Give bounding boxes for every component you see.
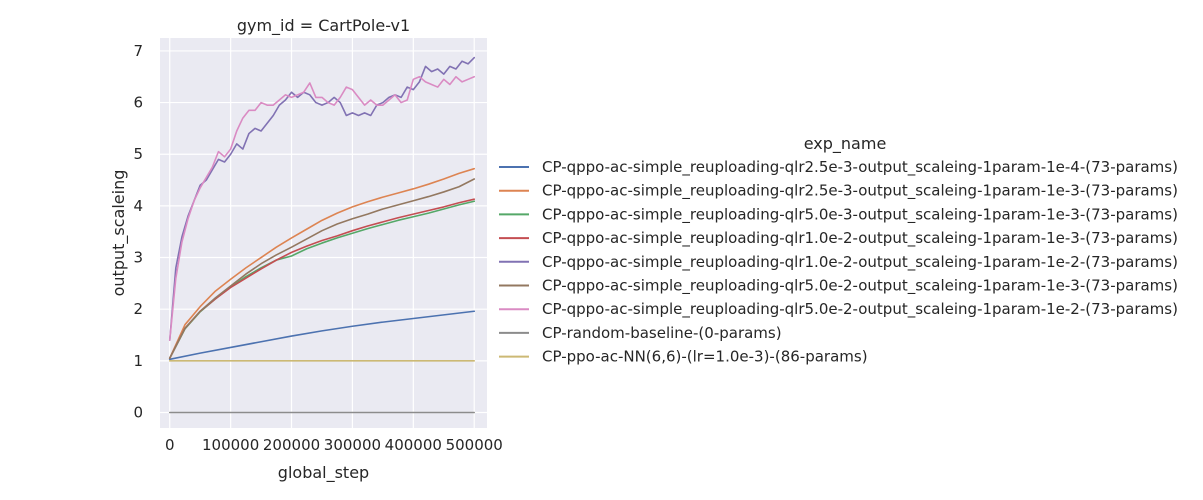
legend-entry-3: CP-qppo-ac-simple_reuploading-qlr5.0e-3-…	[542, 205, 1178, 224]
legend-entry-9: CP-ppo-ac-NN(6,6)-(lr=1.0e-3)-(86-params…	[542, 348, 868, 366]
x-tick-label: 200000	[263, 436, 320, 454]
y-tick-label: 6	[133, 94, 143, 112]
y-tick-label: 1	[133, 352, 143, 370]
y-tick-label: 7	[133, 42, 143, 60]
grid	[160, 38, 487, 428]
series-line-2	[168, 167, 476, 360]
series-line-4	[168, 198, 476, 360]
y-tick-label: 5	[133, 145, 143, 163]
legend: exp_name CP-qppo-ac-simple_reuploading-q…	[499, 134, 1178, 366]
y-tick-label: 2	[133, 300, 143, 318]
tick-labels: 0 100000 200000 300000 400000 500000 0 1 2 3 4 5 6 7	[133, 42, 502, 454]
x-tick-label: 400000	[385, 436, 442, 454]
legend-entry-2: CP-qppo-ac-simple_reuploading-qlr2.5e-3-…	[542, 182, 1178, 201]
x-tick-label: 500000	[446, 436, 503, 454]
y-axis-label: output_scaleing	[109, 170, 129, 297]
legend-entry-4: CP-qppo-ac-simple_reuploading-qlr1.0e-2-…	[542, 229, 1178, 248]
series-line-7	[168, 75, 476, 341]
legend-entry-1: CP-qppo-ac-simple_reuploading-qlr2.5e-3-…	[542, 158, 1178, 177]
legend-entry-7: CP-qppo-ac-simple_reuploading-qlr5.0e-2-…	[542, 300, 1178, 319]
legend-items: CP-qppo-ac-simple_reuploading-qlr2.5e-3-…	[499, 158, 1178, 366]
y-tick-label: 4	[133, 197, 143, 215]
y-tick-label: 3	[133, 249, 143, 267]
series-line-1	[168, 310, 476, 361]
x-tick-label: 300000	[324, 436, 381, 454]
plot-area	[160, 38, 487, 428]
x-tick-label: 0	[165, 436, 175, 454]
legend-entry-6: CP-qppo-ac-simple_reuploading-qlr5.0e-2-…	[542, 277, 1178, 296]
legend-entry-8: CP-random-baseline-(0-params)	[542, 324, 782, 342]
series-lines	[168, 56, 476, 414]
series-line-6	[168, 178, 476, 360]
x-axis-label: global_step	[278, 463, 369, 483]
y-tick-label: 0	[133, 404, 143, 422]
x-tick-label: 100000	[202, 436, 259, 454]
series-line-5	[168, 56, 476, 341]
chart-title: gym_id = CartPole-v1	[237, 16, 410, 36]
legend-title: exp_name	[804, 134, 887, 154]
legend-entry-5: CP-qppo-ac-simple_reuploading-qlr1.0e-2-…	[542, 253, 1178, 272]
